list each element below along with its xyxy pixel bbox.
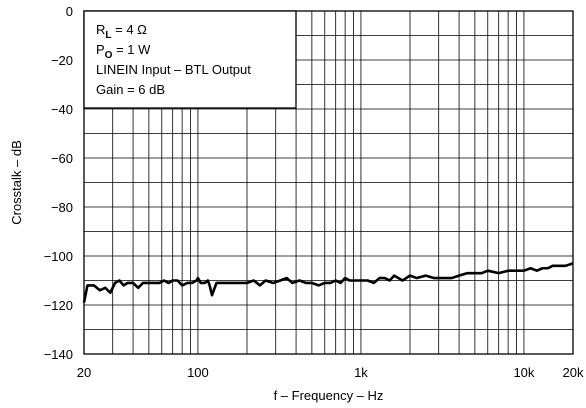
legend-line: PO = 1 W xyxy=(96,42,151,61)
x-tick-labels: 20 100 1k 10k 20k xyxy=(77,365,584,380)
x-tick-label: 10k xyxy=(513,365,534,380)
legend-line-main: P xyxy=(96,42,105,57)
legend-line-subscript: L xyxy=(105,30,111,41)
legend-line: RL = 4 Ω xyxy=(96,22,147,41)
x-tick-label: 100 xyxy=(187,365,209,380)
legend-line-value: = 4 Ω xyxy=(112,22,148,37)
series-layer xyxy=(82,262,574,303)
legend-line-main: Gain = 6 dB xyxy=(96,82,165,97)
x-tick-label: 1k xyxy=(354,365,368,380)
y-tick-label: −120 xyxy=(44,298,73,313)
x-tick-label: 20 xyxy=(77,365,91,380)
series-line xyxy=(82,262,574,303)
legend-line-main: LINEIN Input – BTL Output xyxy=(96,62,251,77)
y-tick-labels: 0 −20 −40 −60 −80 −100 −120 −140 xyxy=(44,4,73,362)
legend-line: Gain = 6 dB xyxy=(96,82,165,97)
y-tick-label: 0 xyxy=(66,4,73,19)
y-tick-label: −80 xyxy=(51,200,73,215)
y-tick-label: −20 xyxy=(51,53,73,68)
legend-line-subscript: O xyxy=(105,50,113,61)
legend-line-main: R xyxy=(96,22,105,37)
legend-line-value: = 1 W xyxy=(112,42,151,57)
y-tick-label: −40 xyxy=(51,102,73,117)
y-axis-label: Crosstalk – dB xyxy=(9,140,24,225)
legend-box xyxy=(83,10,297,109)
legend-line: LINEIN Input – BTL Output xyxy=(96,62,251,77)
y-tick-label: −100 xyxy=(44,249,73,264)
y-tick-label: −140 xyxy=(44,347,73,362)
x-axis-label: f – Frequency – Hz xyxy=(274,388,384,403)
y-tick-label: −60 xyxy=(51,151,73,166)
plot-border xyxy=(83,10,574,355)
x-tick-label: 20k xyxy=(563,365,584,380)
